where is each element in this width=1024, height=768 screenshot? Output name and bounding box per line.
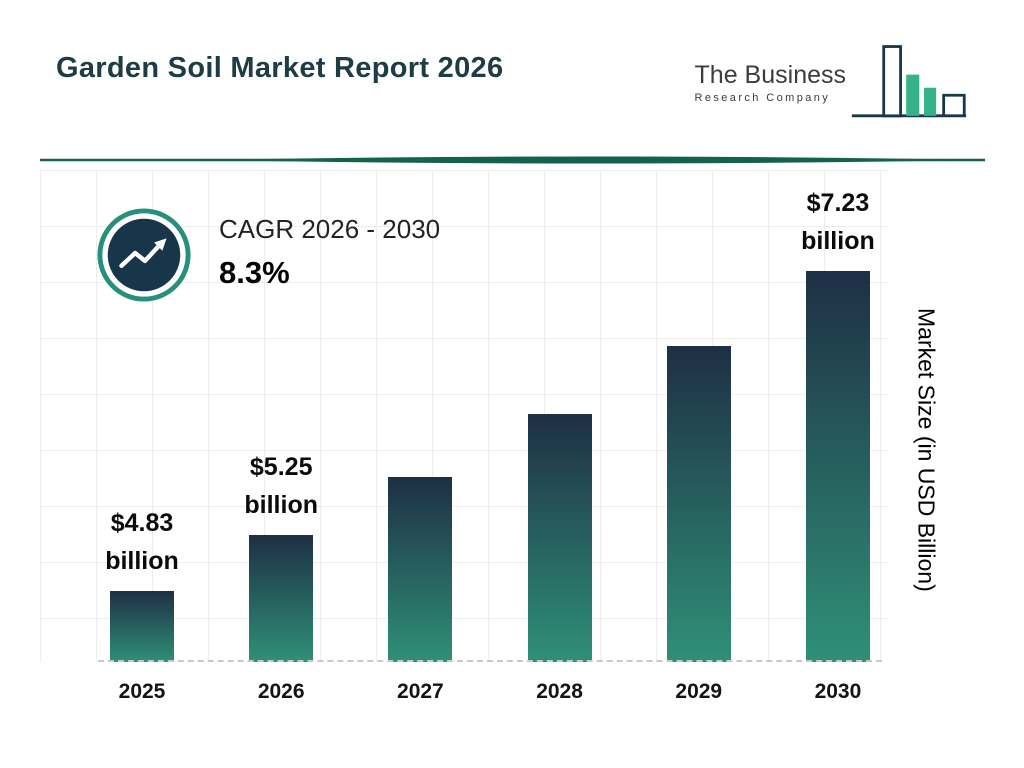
y-axis-label: Market Size (in USD Billion)	[913, 308, 940, 592]
x-axis-label-2025: 2025	[118, 680, 166, 703]
bar-value-unit: billion	[244, 491, 318, 520]
bar-column-2029	[666, 346, 731, 662]
x-axis-label-2026: 2026	[257, 680, 305, 703]
bar-column-2025: $4.83 billion	[105, 504, 179, 662]
bar-value-amount: $7.23	[806, 188, 870, 217]
bar-value-label-2025: $4.83 billion	[105, 504, 179, 582]
bar-value-amount: $4.83	[110, 508, 174, 537]
bar-2030	[805, 271, 870, 662]
bar-2029	[666, 346, 731, 662]
cagr-value: 8.3%	[219, 255, 290, 290]
company-logo: The Business Research Company	[695, 40, 968, 133]
bar-2025	[110, 591, 174, 662]
bar-value-label-2026: $5.25 billion	[244, 448, 318, 526]
page-title: Garden Soil Market Report 2026	[56, 52, 504, 84]
bar-chart-logo-icon	[850, 40, 968, 133]
cagr-text: CAGR 2026 - 2030 8.3%	[219, 206, 440, 291]
bar-column-2030: $7.23 billion	[801, 184, 875, 662]
x-axis-label-2029: 2029	[675, 680, 723, 703]
x-axis-label-2027: 2027	[397, 680, 444, 703]
bar-2026	[249, 535, 314, 662]
cagr-period-label: CAGR 2026 - 2030	[219, 214, 441, 244]
bar-value-unit: billion	[105, 547, 179, 576]
bar-value-label-2030: $7.23 billion	[801, 184, 875, 262]
bar-column-2028	[527, 414, 592, 662]
bar-value-unit: billion	[801, 227, 875, 256]
x-axis-labels: 2025 2026 2027 2028 2029 2030	[110, 680, 870, 704]
growth-trend-icon	[95, 206, 193, 309]
bars-row: $4.83 billion $5.25 billion $7.23 billion	[105, 189, 875, 662]
bar-2027	[388, 477, 453, 662]
bar-value-amount: $5.25	[249, 452, 313, 481]
bar-2028	[527, 414, 592, 662]
company-logo-name: The Business	[694, 61, 846, 89]
bar-column-2027	[388, 477, 453, 662]
x-axis-label-2028: 2028	[536, 680, 583, 703]
divider-line	[40, 152, 985, 173]
cagr-badge: CAGR 2026 - 2030 8.3%	[95, 206, 440, 309]
company-logo-subname: Research Company	[694, 91, 831, 104]
bar-column-2026: $5.25 billion	[244, 448, 318, 662]
chart-baseline	[98, 660, 882, 662]
x-axis-label-2030: 2030	[814, 680, 862, 703]
company-logo-text: The Business Research Company	[694, 61, 846, 104]
